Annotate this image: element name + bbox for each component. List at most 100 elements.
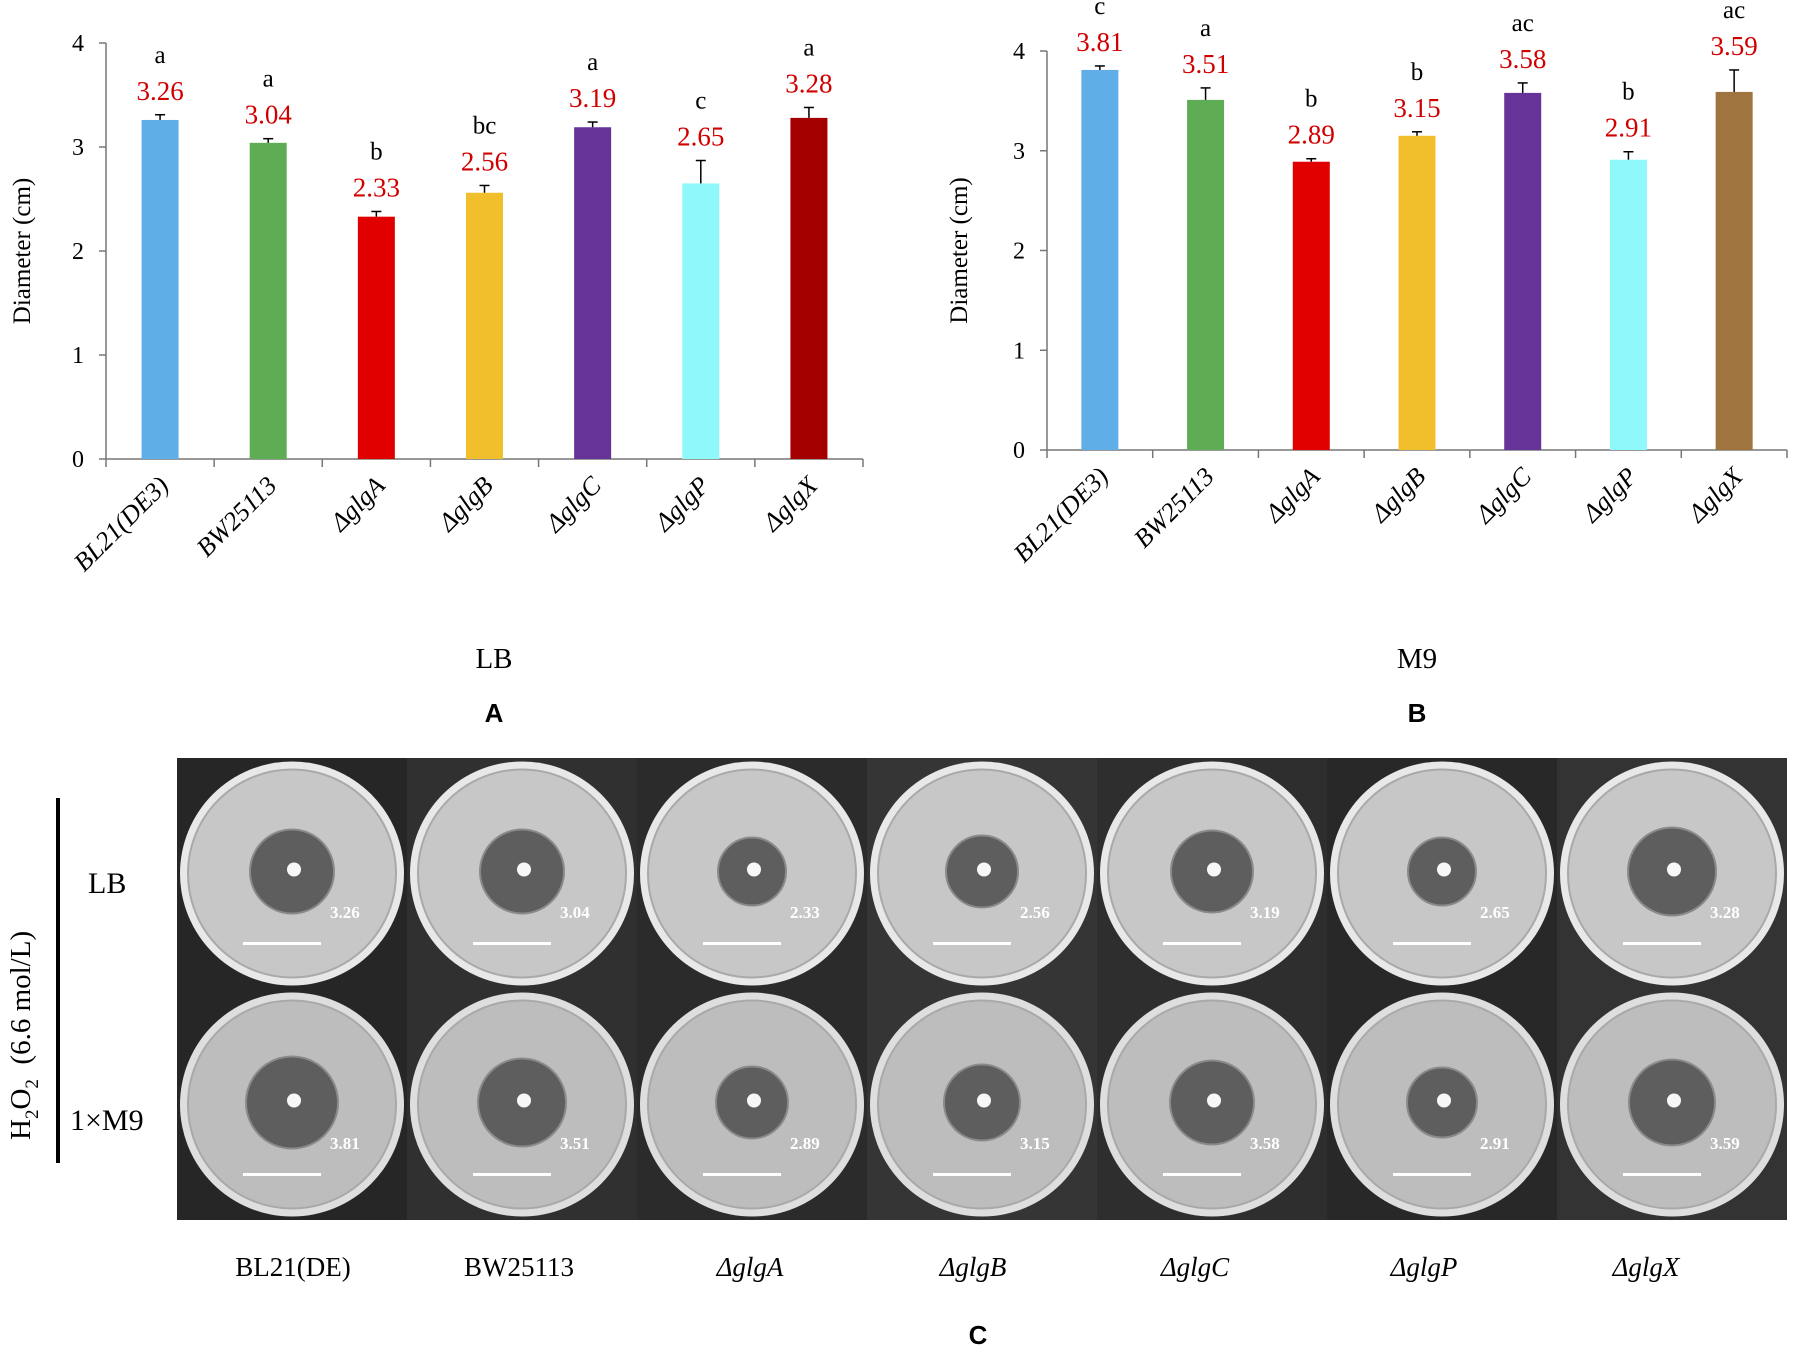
value-label: 3.51 bbox=[1182, 49, 1229, 79]
bar bbox=[790, 117, 828, 459]
bar bbox=[1292, 161, 1330, 450]
y-tick-label: 2 bbox=[72, 239, 84, 265]
y-tick-label: 0 bbox=[1013, 438, 1025, 464]
bar bbox=[1715, 91, 1753, 451]
value-label: 3.15 bbox=[1393, 93, 1440, 123]
y-tick-label: 4 bbox=[1013, 39, 1025, 65]
value-label: 2.65 bbox=[677, 122, 724, 152]
plate-diameter-label: 3.15 bbox=[1020, 1133, 1050, 1153]
filter-disc bbox=[1207, 862, 1221, 877]
plate-diameter-label: 3.04 bbox=[560, 902, 590, 922]
filter-disc bbox=[1667, 1093, 1681, 1108]
filter-disc bbox=[517, 862, 531, 877]
significance-letter: bc bbox=[473, 112, 497, 139]
plate-photo-m9: 3.15 bbox=[867, 989, 1097, 1220]
panel-letter: B bbox=[1408, 698, 1427, 728]
plate-diameter-label: 3.59 bbox=[1710, 1133, 1740, 1153]
plate-photo-m9: 3.58 bbox=[1097, 989, 1327, 1220]
bar bbox=[1081, 69, 1119, 450]
significance-letter: ac bbox=[1723, 0, 1745, 24]
plate-diameter-label: 3.28 bbox=[1710, 902, 1740, 922]
plate-diameter-label: 3.58 bbox=[1250, 1133, 1280, 1153]
filter-disc bbox=[1207, 1093, 1221, 1108]
plate-image bbox=[1327, 758, 1557, 989]
bar bbox=[682, 183, 720, 459]
filter-disc bbox=[747, 1093, 761, 1108]
plate-photo-lb: 2.65 bbox=[1327, 758, 1557, 989]
plate-photo-grid: 3.26 3.04 2.33 2.56 3.19 2.65 3.28 3.81 3.51 2.89… bbox=[177, 758, 1787, 1220]
plate-diameter-label: 2.65 bbox=[1480, 902, 1510, 922]
bar bbox=[357, 216, 395, 459]
significance-letter: a bbox=[587, 49, 598, 76]
condition-label: H2O2 (6.6 mol/L) bbox=[5, 931, 43, 1140]
filter-disc bbox=[287, 862, 301, 877]
y-tick-label: 2 bbox=[1013, 239, 1025, 265]
bar bbox=[466, 192, 503, 459]
bar bbox=[1504, 92, 1542, 451]
value-label: 3.26 bbox=[136, 76, 183, 106]
plate-diameter-label: 2.89 bbox=[790, 1133, 820, 1153]
y-tick-label: 3 bbox=[72, 135, 84, 161]
significance-letter: ac bbox=[1512, 10, 1534, 37]
y-tick-label: 3 bbox=[1013, 139, 1025, 165]
plate-photo-lb: 3.04 bbox=[407, 758, 637, 989]
value-label: 2.56 bbox=[461, 146, 508, 176]
plate-image bbox=[867, 758, 1097, 989]
plate-image bbox=[407, 989, 637, 1220]
plate-image bbox=[637, 758, 867, 989]
filter-disc bbox=[977, 862, 991, 877]
plate-image bbox=[867, 989, 1097, 1220]
plate-image bbox=[1327, 989, 1557, 1220]
significance-letter: b bbox=[1305, 86, 1318, 113]
y-tick-label: 1 bbox=[72, 343, 84, 369]
significance-letter: a bbox=[263, 66, 274, 93]
plate-diameter-label: 2.56 bbox=[1020, 902, 1050, 922]
plate-photo-m9: 3.59 bbox=[1557, 989, 1787, 1220]
significance-letter: b bbox=[370, 138, 383, 165]
bar bbox=[1187, 99, 1225, 450]
plate-photo-m9: 3.51 bbox=[407, 989, 637, 1220]
filter-disc bbox=[747, 862, 761, 877]
plate-image bbox=[1557, 758, 1787, 989]
filter-disc bbox=[1667, 862, 1681, 877]
plate-diameter-label: 3.81 bbox=[330, 1133, 360, 1153]
plate-photo-lb: 3.26 bbox=[177, 758, 407, 989]
filter-disc bbox=[517, 1093, 531, 1108]
bar bbox=[141, 119, 179, 460]
value-label: 3.04 bbox=[245, 100, 293, 130]
y-axis-label: Diameter (cm) bbox=[946, 177, 973, 323]
bar bbox=[1398, 135, 1436, 450]
plate-image bbox=[1097, 758, 1327, 989]
filter-disc bbox=[1437, 862, 1451, 877]
filter-disc bbox=[287, 1093, 301, 1108]
y-tick-label: 1 bbox=[1013, 338, 1025, 364]
plate-diameter-label: 3.26 bbox=[330, 902, 360, 922]
plate-image bbox=[637, 989, 867, 1220]
plate-image bbox=[1557, 989, 1787, 1220]
plate-photo-lb: 3.19 bbox=[1097, 758, 1327, 989]
value-label: 2.33 bbox=[353, 172, 400, 202]
y-tick-label: 4 bbox=[72, 31, 84, 57]
plate-image bbox=[177, 989, 407, 1220]
bar bbox=[574, 127, 612, 460]
panel-letter: A bbox=[485, 698, 504, 728]
plate-photo-lb: 2.33 bbox=[637, 758, 867, 989]
plate-photo-m9: 3.81 bbox=[177, 989, 407, 1220]
value-label: 3.59 bbox=[1711, 31, 1758, 61]
plate-photo-m9: 2.89 bbox=[637, 989, 867, 1220]
plate-diameter-label: 3.51 bbox=[560, 1133, 590, 1153]
value-label: 2.91 bbox=[1605, 113, 1652, 143]
y-tick-label: 0 bbox=[72, 447, 84, 473]
significance-letter: a bbox=[155, 42, 166, 69]
row-label-lb: LB bbox=[88, 867, 126, 900]
significance-letter: b bbox=[1622, 79, 1635, 106]
medium-label: LB bbox=[475, 643, 512, 675]
plate-photo-lb: 2.56 bbox=[867, 758, 1097, 989]
filter-disc bbox=[1437, 1093, 1451, 1108]
plate-image bbox=[1097, 989, 1327, 1220]
significance-letter: c bbox=[1094, 0, 1105, 20]
plate-image bbox=[177, 758, 407, 989]
